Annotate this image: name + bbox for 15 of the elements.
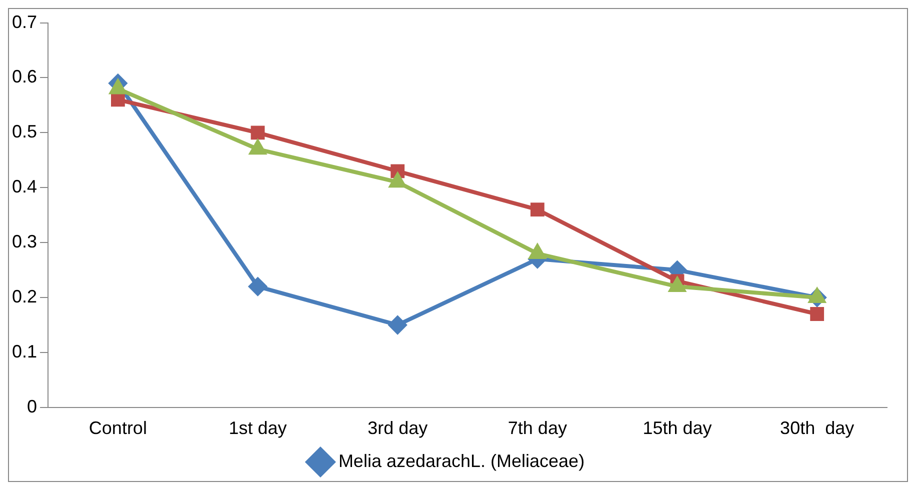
y-tick-label: 0 [27, 396, 38, 416]
legend-label: Melia azedarachL. (Meliaceae) [338, 450, 585, 471]
x-tick-label: 7th day [508, 418, 567, 438]
y-tick-label: 0.7 [12, 12, 38, 32]
y-tick-label: 0.4 [12, 176, 38, 197]
x-tick-label: 3rd day [368, 418, 428, 438]
x-tick-label: 1st day [228, 418, 287, 438]
y-tick-label: 0.3 [12, 232, 38, 252]
y-tick-label: 0.1 [12, 341, 38, 362]
y-tick-label: 0.6 [12, 66, 38, 87]
x-tick-label: 30th day [780, 418, 854, 438]
x-tick-label: Control [88, 418, 147, 438]
y-tick-label: 0.5 [12, 122, 38, 142]
x-tick-label: 15th day [642, 418, 712, 438]
y-tick-label: 0.2 [12, 286, 38, 306]
